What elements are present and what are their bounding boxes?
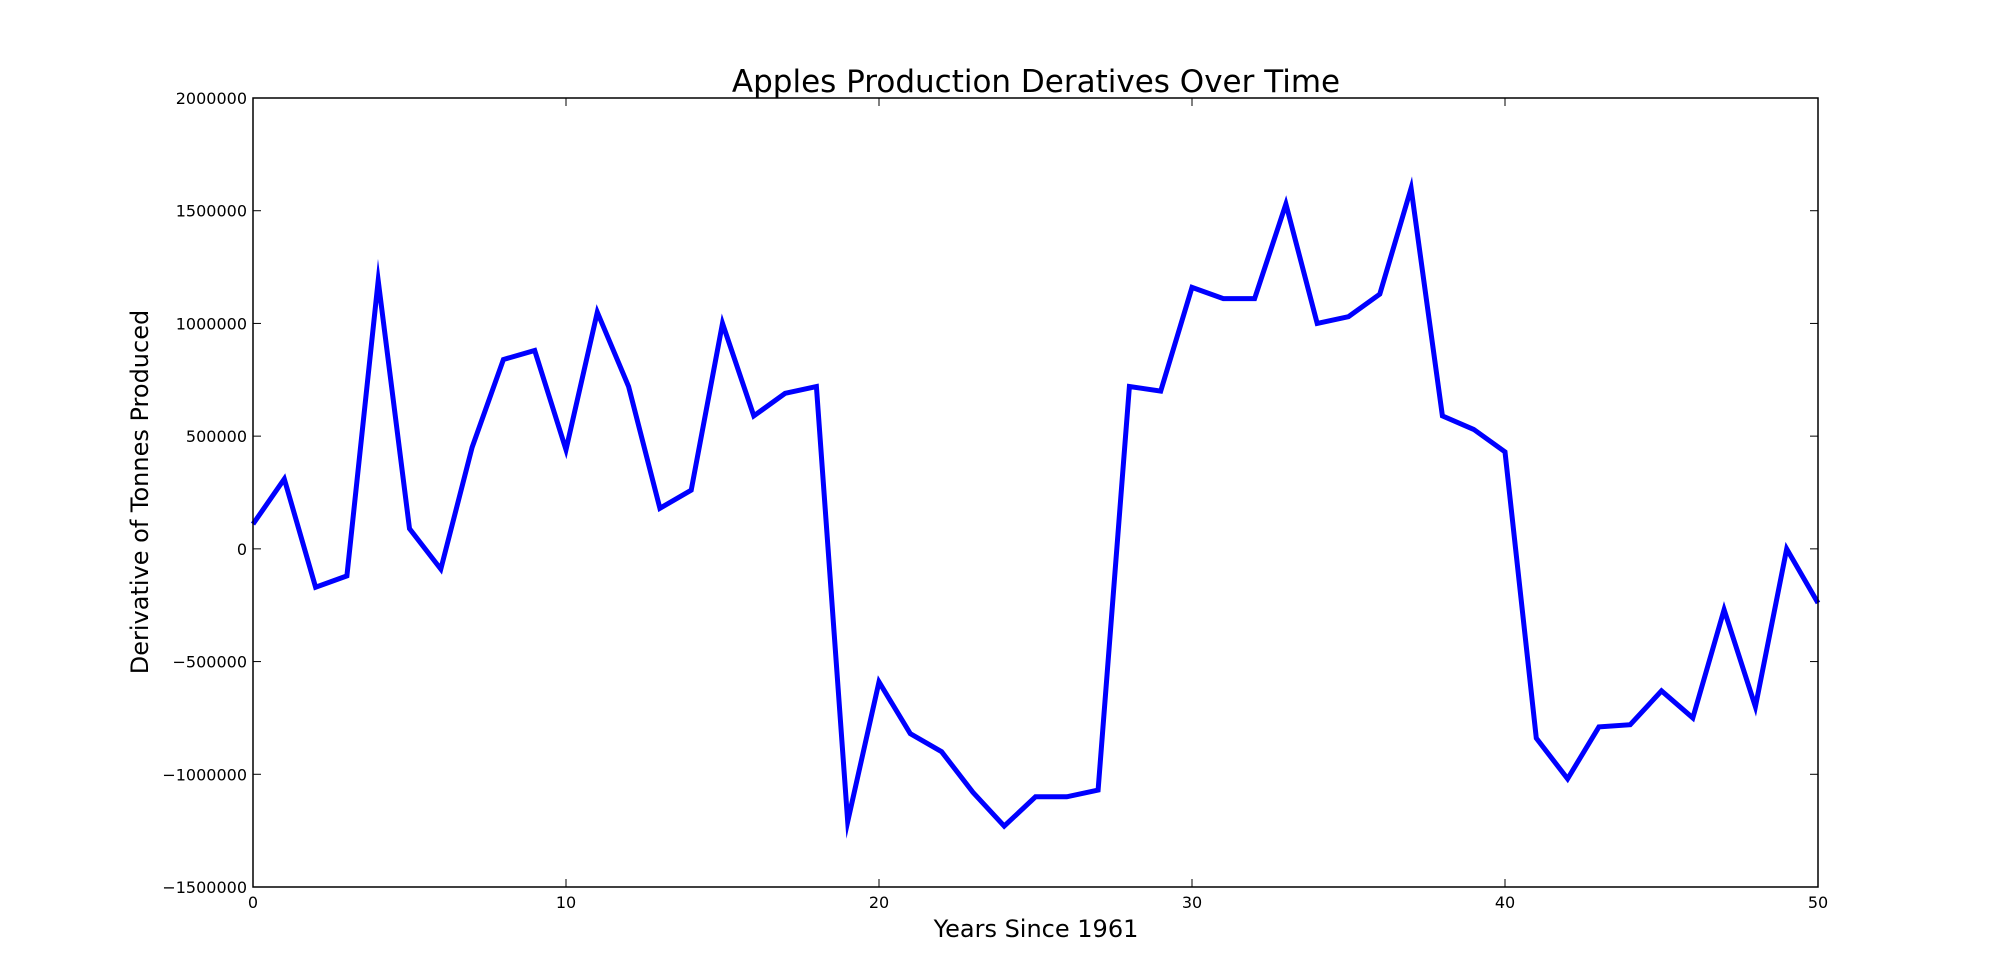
y-tick-label: 500000 <box>186 427 247 446</box>
y-tick-label: −1000000 <box>162 765 247 784</box>
y-tick-label: −1500000 <box>162 878 247 897</box>
y-tick-label: 1000000 <box>176 314 247 333</box>
x-tick-label: 40 <box>1495 893 1515 912</box>
x-tick-label: 0 <box>248 893 258 912</box>
y-axis-label: Derivative of Tonnes Produced <box>126 310 154 674</box>
axis-ticks <box>252 97 1819 888</box>
y-tick-label: 0 <box>237 540 247 559</box>
y-tick-label: 2000000 <box>176 89 247 108</box>
x-tick-label: 50 <box>1808 893 1828 912</box>
y-tick-label: −500000 <box>173 653 247 672</box>
tick-labels: 0 10 20 30 40 50 −1500000 −1000000 −500000 0 50000… <box>162 89 1828 912</box>
x-axis-label: Years Since 1961 <box>933 915 1139 943</box>
series-line <box>250 176 1821 839</box>
x-tick-label: 30 <box>1182 893 1202 912</box>
plot-area-frame <box>252 97 1819 888</box>
x-tick-label: 20 <box>869 893 889 912</box>
y-tick-label: 1500000 <box>176 202 247 221</box>
x-tick-label: 10 <box>556 893 576 912</box>
chart-title: Apples Production Deratives Over Time <box>732 64 1340 100</box>
